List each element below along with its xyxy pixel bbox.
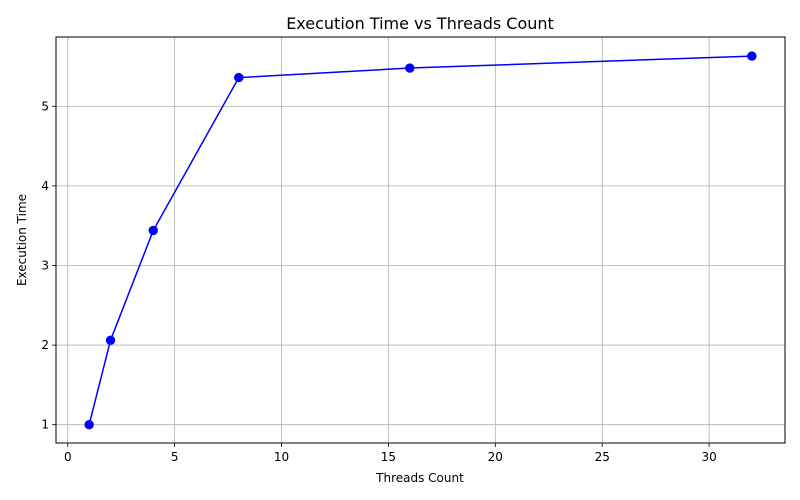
x-axis-label: Threads Count — [375, 471, 464, 485]
y-tick-label: 2 — [41, 338, 49, 352]
data-point — [105, 335, 116, 346]
x-tick-label: 0 — [64, 450, 72, 464]
x-tick-label: 30 — [701, 450, 716, 464]
x-tick-label: 15 — [381, 450, 396, 464]
y-tick-label: 3 — [41, 258, 49, 272]
y-axis-label: Execution Time — [15, 194, 29, 286]
x-tick-label: 20 — [488, 450, 503, 464]
x-tick-label: 10 — [274, 450, 289, 464]
x-tick-label: 5 — [171, 450, 179, 464]
series-line — [88, 55, 752, 425]
plot-frame — [55, 36, 786, 444]
data-point — [148, 225, 158, 236]
data-point — [84, 419, 94, 430]
y-tick-label: 5 — [41, 99, 49, 113]
grid-lines — [56, 37, 785, 443]
chart-title: Execution Time vs Threads Count — [286, 14, 554, 33]
data-point — [234, 72, 244, 83]
axis-ticks: 0 5 10 15 20 25 30 1 2 3 4 5 — [41, 99, 716, 464]
y-tick-label: 1 — [41, 418, 49, 432]
series-group — [84, 51, 757, 430]
x-tick-label: 25 — [595, 450, 610, 464]
y-tick-label: 4 — [41, 179, 49, 193]
data-point — [405, 63, 415, 73]
data-point — [747, 51, 757, 61]
